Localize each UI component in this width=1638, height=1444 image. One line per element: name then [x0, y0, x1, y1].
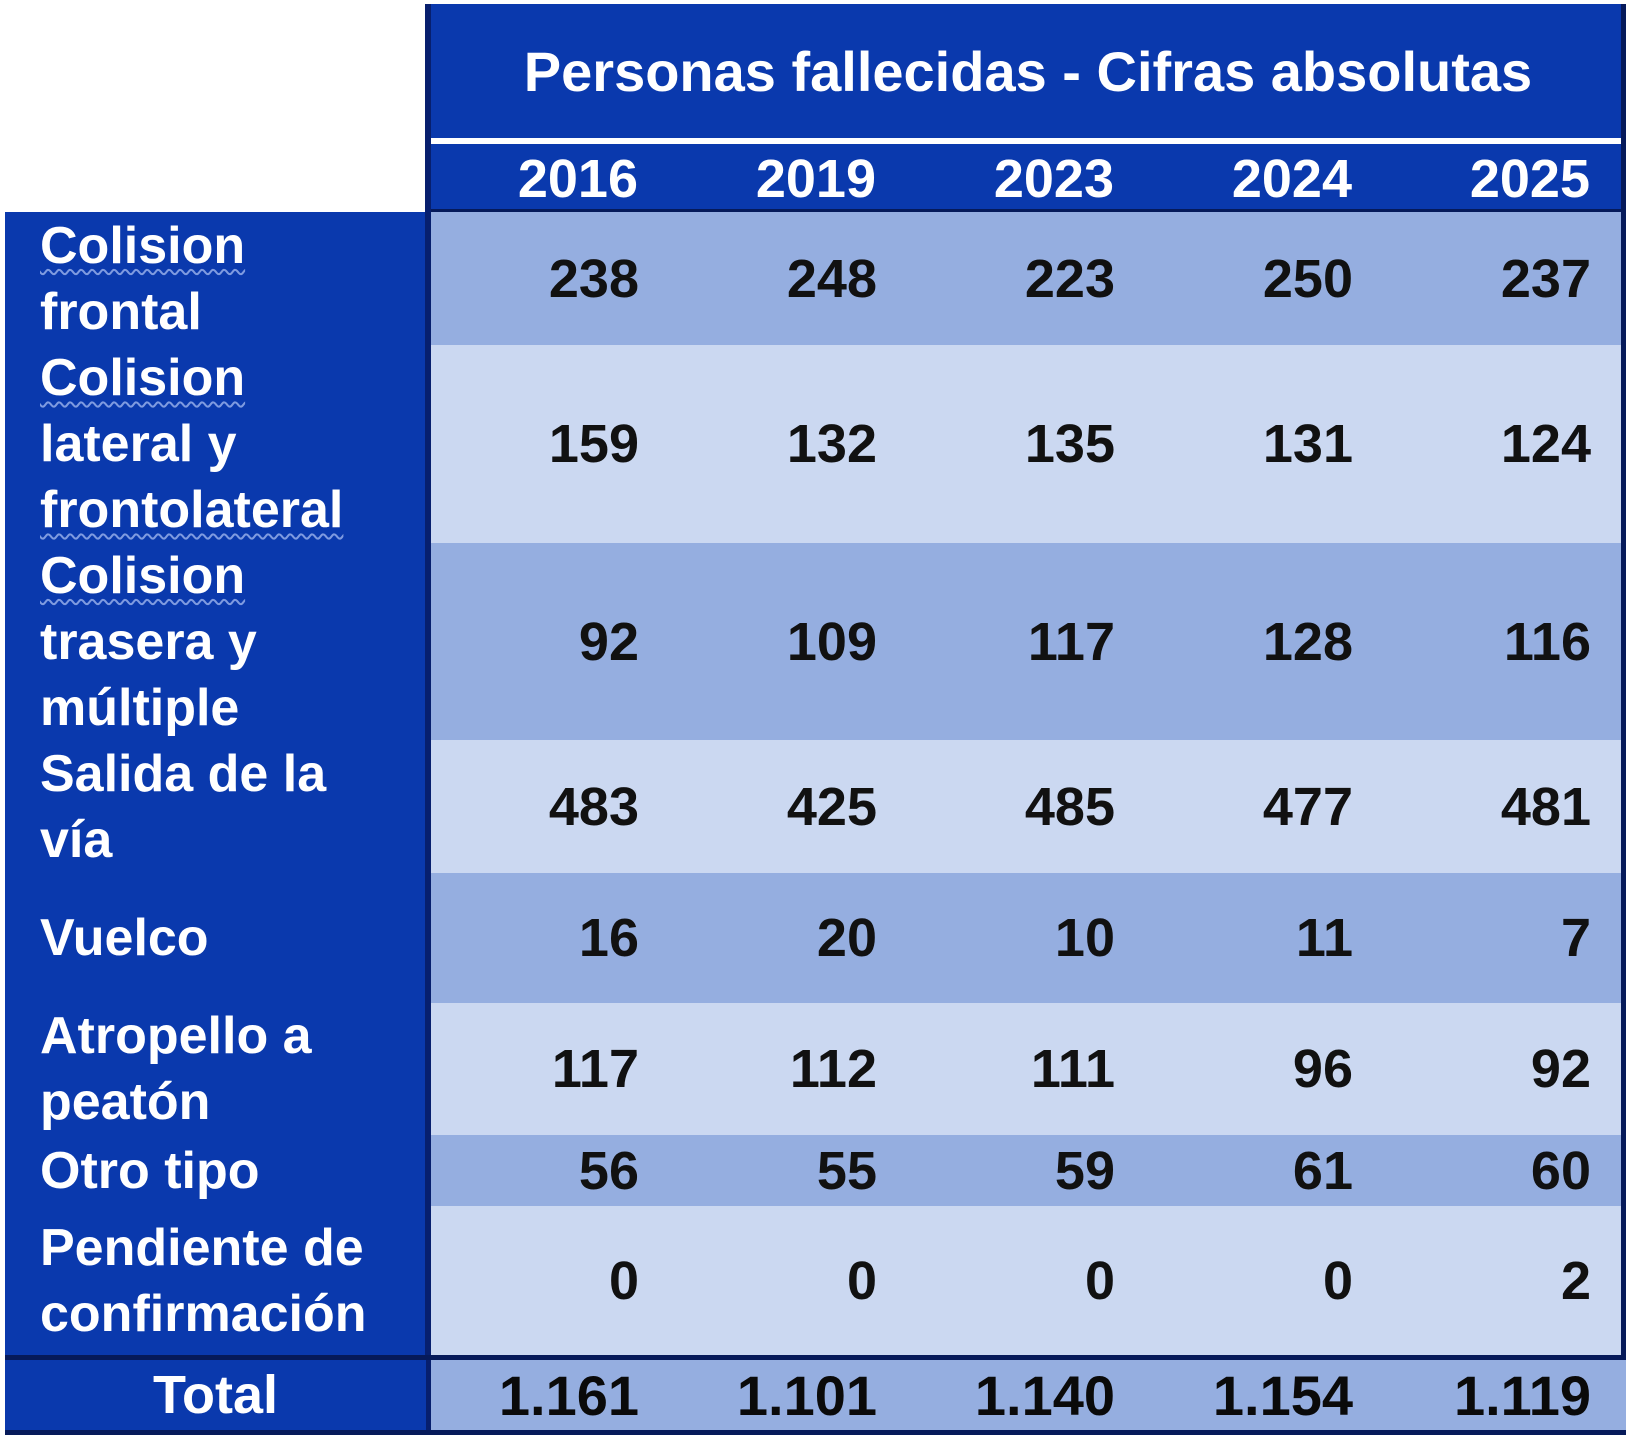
- table-cell: 20: [816, 908, 877, 968]
- table-cell: 238: [548, 248, 639, 309]
- row-label-line: frontolateral: [40, 481, 344, 539]
- table-cell: 481: [1500, 776, 1591, 837]
- year-header-2023: 2023: [993, 149, 1114, 209]
- table-cell: 7: [1560, 908, 1591, 968]
- total-values: 1.161 1.101 1.140 1.154 1.119: [431, 1360, 1626, 1430]
- row-label: Colision trasera y múltiple: [40, 543, 425, 740]
- table-cell: 135: [1024, 414, 1115, 474]
- total-label: Total: [5, 1360, 426, 1430]
- table-cell: 223: [1024, 248, 1115, 309]
- table-title: Personas fallecidas - Cifras absolutas: [430, 4, 1626, 138]
- row-label-line: Salida de la: [40, 744, 327, 803]
- table-cell: 10: [1054, 908, 1115, 968]
- row-label-line: Colision: [40, 546, 246, 605]
- total-row: Total 1.161 1.101 1.140 1.154 1.119: [5, 1355, 1626, 1435]
- row-label: Colision lateral y frontolateral: [40, 345, 425, 543]
- table-cell: 248: [786, 248, 877, 309]
- table-cell: 0: [1084, 1250, 1115, 1311]
- table-cell: 16: [578, 908, 639, 968]
- table-cell: 92: [1530, 1039, 1591, 1099]
- year-header-2024: 2024: [1231, 149, 1352, 209]
- table-cell: 124: [1500, 414, 1591, 474]
- row-label: Pendiente de confirmación: [40, 1206, 425, 1355]
- row-label-line: Pendiente de: [40, 1218, 364, 1277]
- row-label-column: [5, 212, 430, 1355]
- table-right-border: [1621, 4, 1626, 1435]
- total-cell: 1.161: [498, 1363, 639, 1427]
- row-label-line: Atropello a: [40, 1007, 312, 1065]
- row-label-line: vía: [40, 810, 113, 869]
- table-cell: 116: [1503, 611, 1591, 672]
- row-label: Vuelco: [40, 873, 425, 1003]
- year-header-2019: 2019: [755, 149, 876, 209]
- total-cell: 1.154: [1212, 1363, 1353, 1427]
- table-cell: 11: [1295, 908, 1353, 968]
- row-label-line: lateral y: [40, 415, 237, 473]
- table-cell: 425: [786, 776, 877, 837]
- year-header-row: 2016 2019 2023 2024 2025: [430, 144, 1626, 214]
- table-row: 0 0 0 0 2: [431, 1206, 1626, 1355]
- column-divider: [425, 4, 431, 1434]
- table-cell: 132: [786, 414, 877, 474]
- table-row: 16 20 10 11 7: [431, 873, 1626, 1003]
- table-cell: 2: [1560, 1250, 1591, 1311]
- row-label-line: Vuelco: [40, 909, 209, 967]
- row-label-line: confirmación: [40, 1284, 367, 1343]
- table-cell: 128: [1262, 611, 1353, 672]
- total-cell: 1.119: [1453, 1363, 1591, 1427]
- table-cell: 485: [1024, 776, 1115, 837]
- table-row: 92 109 117 128 116: [431, 543, 1626, 740]
- table-cell: 0: [608, 1250, 639, 1311]
- row-label-line: Colision: [40, 216, 246, 275]
- table-cell: 96: [1292, 1039, 1353, 1099]
- table-cell: 483: [548, 776, 639, 837]
- table-cell: 59: [1054, 1140, 1115, 1201]
- table-row: 159 132 135 131 124: [431, 345, 1626, 543]
- table-cell: 111: [1030, 1039, 1115, 1099]
- table-row: 56 55 59 61 60: [431, 1135, 1626, 1206]
- total-cell: 1.101: [736, 1363, 877, 1427]
- table-cell: 131: [1262, 414, 1353, 474]
- row-label-line: peatón: [40, 1073, 211, 1131]
- table-cell: 477: [1262, 776, 1353, 837]
- table-cell: 109: [786, 611, 877, 672]
- table-cell: 0: [846, 1250, 877, 1311]
- row-label: Otro tipo: [40, 1135, 425, 1206]
- table-cell: 61: [1292, 1140, 1353, 1201]
- table-cell: 92: [578, 611, 639, 672]
- row-label: Atropello a peatón: [40, 1003, 425, 1135]
- table-cell: 112: [789, 1039, 877, 1099]
- table-cell: 0: [1322, 1250, 1353, 1311]
- year-header-2025: 2025: [1469, 149, 1590, 209]
- row-label-line: trasera y: [40, 612, 257, 671]
- table-row: 238 248 223 250 237: [431, 212, 1626, 345]
- year-header-2016: 2016: [517, 149, 638, 209]
- row-label-line: frontal: [40, 282, 202, 341]
- table-cell: 56: [578, 1140, 639, 1201]
- table-cell: 250: [1262, 248, 1353, 309]
- row-label-line: múltiple: [40, 678, 240, 737]
- table-cell: 117: [551, 1039, 639, 1099]
- table-row: 117 112 111 96 92: [431, 1003, 1626, 1135]
- row-label-line: Otro tipo: [40, 1141, 260, 1200]
- table-cell: 159: [548, 414, 639, 474]
- table-row: 483 425 485 477 481: [431, 740, 1626, 873]
- table-cell: 117: [1027, 611, 1115, 672]
- table-cell: 55: [816, 1140, 877, 1201]
- row-label-line: Colision: [40, 349, 246, 407]
- table-cell: 60: [1530, 1140, 1591, 1201]
- total-cell: 1.140: [974, 1363, 1115, 1427]
- row-label: Salida de la vía: [40, 740, 425, 873]
- row-label: Colision frontal: [40, 212, 425, 345]
- table-cell: 237: [1500, 248, 1591, 309]
